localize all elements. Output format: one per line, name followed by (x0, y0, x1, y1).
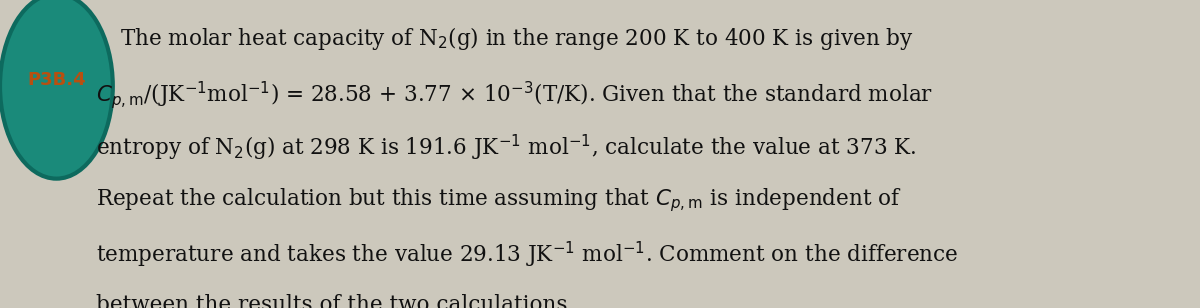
Ellipse shape (0, 0, 113, 179)
Text: temperature and takes the value 29.13 JK$^{-1}$ mol$^{-1}$. Comment on the diffe: temperature and takes the value 29.13 JK… (96, 240, 959, 270)
Text: The molar heat capacity of N$_2$(g) in the range 200 K to 400 K is given by: The molar heat capacity of N$_2$(g) in t… (120, 25, 913, 52)
Text: Repeat the calculation but this time assuming that $C_{p,\mathrm{m}}$ is indepen: Repeat the calculation but this time ass… (96, 186, 902, 214)
Text: entropy of N$_2$(g) at 298 K is 191.6 JK$^{-1}$ mol$^{-1}$, calculate the value : entropy of N$_2$(g) at 298 K is 191.6 JK… (96, 132, 917, 163)
Text: between the results of the two calculations.: between the results of the two calculati… (96, 294, 575, 308)
Text: P3B.4: P3B.4 (28, 71, 85, 89)
Text: $C_{p,\mathrm{m}}$/(JK$^{-1}$mol$^{-1}$) = 28.58 + 3.77 $\times$ 10$^{-3}$(T/K).: $C_{p,\mathrm{m}}$/(JK$^{-1}$mol$^{-1}$)… (96, 79, 934, 111)
